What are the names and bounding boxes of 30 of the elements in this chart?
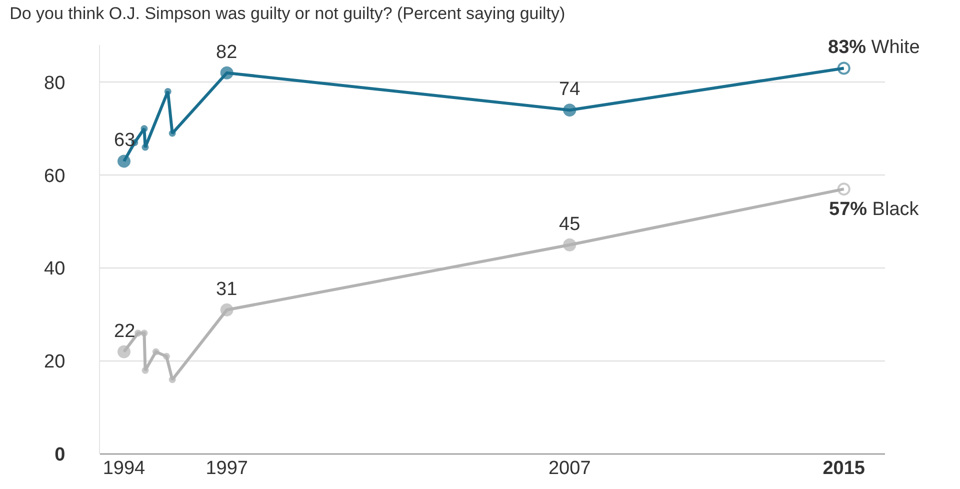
y-tick-label: 20 [44, 352, 66, 373]
y-tick-label: 40 [44, 258, 66, 280]
data-label: 57% [829, 199, 868, 220]
point [164, 88, 172, 95]
x-tick-label: 2007 [548, 458, 591, 479]
x-tick-label: 1994 [102, 458, 146, 479]
point [134, 330, 142, 337]
data-label: 82 [216, 42, 238, 63]
point [168, 376, 176, 384]
data-label: 63 [114, 130, 136, 151]
point [163, 352, 170, 360]
point [142, 144, 149, 151]
data-label: 22 [114, 321, 136, 342]
point [140, 125, 148, 132]
x-tick-label: 2015 [822, 458, 866, 479]
data-label: 45 [559, 214, 580, 235]
point [142, 366, 149, 374]
data-label: 74 [559, 79, 581, 100]
point [140, 330, 148, 337]
y-tick-label: 0 [54, 444, 66, 466]
data-label: 31 [216, 279, 238, 300]
y-tick-label: 60 [44, 166, 66, 187]
data-label: 83% [828, 37, 866, 58]
x-tick-label: 1997 [206, 458, 248, 479]
series-label: Black [872, 199, 919, 220]
point [168, 130, 176, 137]
series-label: White [871, 37, 920, 58]
chart-title: Do you think O.J. Simpson was guilty or not guilty? (Percent saying guilty) [10, 4, 566, 24]
y-tick-label: 80 [44, 72, 66, 94]
point [152, 348, 160, 356]
